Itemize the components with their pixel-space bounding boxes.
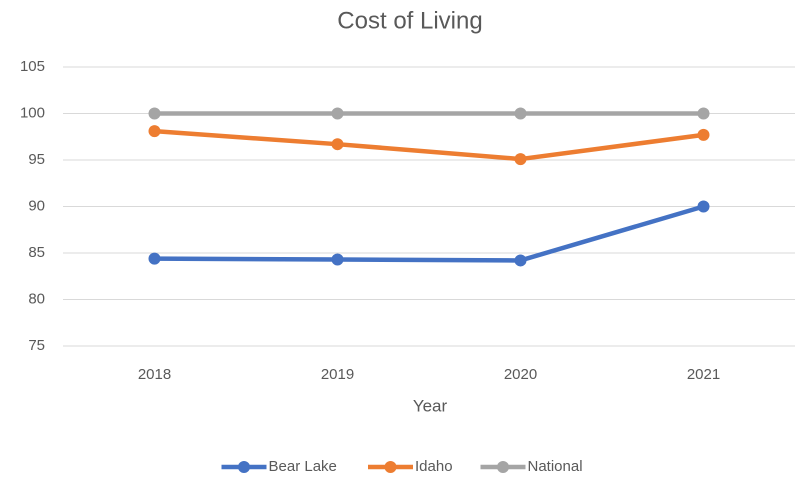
legend-label: Idaho bbox=[415, 458, 453, 475]
legend-marker bbox=[497, 461, 509, 473]
series-line bbox=[154, 128, 704, 162]
x-axis-label: Year bbox=[413, 396, 448, 415]
x-tick-label: 2018 bbox=[138, 366, 171, 383]
y-tick-label: 105 bbox=[20, 58, 45, 75]
y-tick-label: 90 bbox=[28, 197, 45, 214]
chart-title: Cost of Living bbox=[337, 7, 482, 34]
y-tick-label: 80 bbox=[28, 290, 45, 307]
legend-marker bbox=[384, 461, 397, 473]
y-tick-label: 75 bbox=[28, 337, 45, 354]
legend-marker bbox=[238, 461, 250, 473]
x-tick-label: 2021 bbox=[687, 366, 720, 383]
marker bbox=[331, 253, 344, 266]
y-tick-label: 95 bbox=[28, 151, 45, 168]
legend-label: Bear Lake bbox=[269, 458, 337, 475]
marker bbox=[514, 254, 527, 267]
legend-label: National bbox=[528, 458, 583, 475]
marker bbox=[697, 128, 710, 141]
marker bbox=[697, 200, 710, 213]
marker bbox=[331, 107, 344, 120]
y-tick-label: 85 bbox=[28, 244, 45, 261]
marker bbox=[148, 125, 161, 138]
marker bbox=[148, 252, 161, 265]
marker bbox=[697, 107, 710, 120]
x-tick-label: 2019 bbox=[321, 366, 354, 383]
marker bbox=[331, 138, 344, 151]
marker bbox=[514, 153, 527, 166]
marker bbox=[514, 107, 527, 120]
y-tick-label: 100 bbox=[20, 104, 45, 121]
series-line bbox=[154, 204, 705, 263]
x-tick-label: 2020 bbox=[504, 366, 537, 383]
marker bbox=[148, 107, 161, 120]
